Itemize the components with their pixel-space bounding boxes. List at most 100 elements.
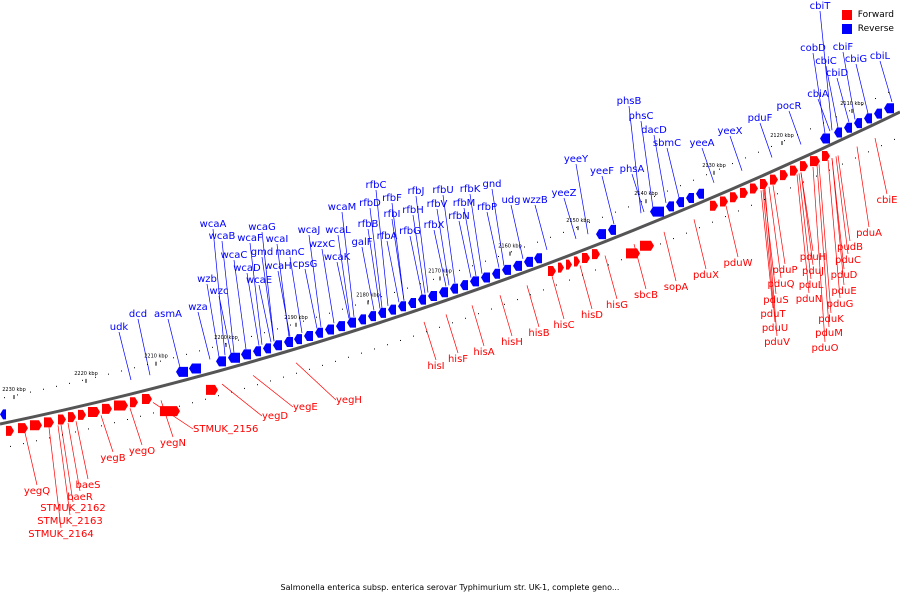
gene-label-sopa[interactable]: sopA: [664, 282, 689, 293]
gene-label-hisd[interactable]: hisD: [581, 310, 603, 321]
gene-label-pdud[interactable]: pduD: [831, 270, 858, 281]
gene-label-udg[interactable]: udg: [501, 195, 520, 206]
reverse-gene-arrow[interactable]: [315, 327, 323, 338]
forward-gene-arrow[interactable]: [566, 259, 572, 270]
gene-label-phsa[interactable]: phsA: [620, 164, 645, 175]
gene-label-pduc[interactable]: pduC: [835, 255, 861, 266]
reverse-gene-arrow[interactable]: [273, 340, 282, 351]
forward-gene-arrow[interactable]: [574, 256, 580, 267]
forward-gene-arrow[interactable]: [130, 397, 138, 408]
gene-label-wzc[interactable]: wzc: [210, 286, 229, 297]
gene-label-pduf[interactable]: pduF: [748, 113, 773, 124]
forward-gene-arrow[interactable]: [822, 151, 830, 162]
gene-label-stmuk-2163[interactable]: STMUK_2163: [37, 516, 102, 527]
gene-label-yegd[interactable]: yegD: [262, 411, 288, 422]
gene-label-cobd[interactable]: cobD: [800, 43, 826, 54]
gene-label-cbit[interactable]: cbiT: [810, 1, 832, 12]
gene-label-stmuk-2162[interactable]: STMUK_2162: [40, 503, 105, 514]
gene-label-pdua[interactable]: pduA: [856, 228, 882, 239]
gene-label-wzb[interactable]: wzb: [197, 274, 217, 285]
gene-label-pduo[interactable]: pduO: [812, 343, 839, 354]
reverse-gene-arrow[interactable]: [450, 283, 458, 294]
gene-label-cbil[interactable]: cbiL: [870, 51, 891, 62]
gene-label-yegq[interactable]: yegQ: [24, 486, 50, 497]
gene-label-cbie[interactable]: cbiE: [877, 195, 898, 206]
gene-arrows[interactable]: [0, 103, 894, 436]
forward-gene-arrow[interactable]: [710, 200, 718, 211]
gene-label-cbig[interactable]: cbiG: [845, 54, 867, 65]
forward-gene-arrow[interactable]: [30, 420, 42, 431]
reverse-gene-arrow[interactable]: [368, 311, 376, 322]
reverse-gene-arrow[interactable]: [696, 188, 704, 199]
gene-label-pdum[interactable]: pduM: [815, 328, 843, 339]
reverse-gene-arrow[interactable]: [608, 224, 616, 235]
gene-label-baes[interactable]: baeS: [76, 480, 101, 491]
forward-gene-arrow[interactable]: [114, 400, 128, 411]
gene-label-pdup[interactable]: pduP: [772, 265, 797, 276]
forward-gene-arrow[interactable]: [160, 406, 180, 417]
reverse-gene-arrow[interactable]: [502, 264, 511, 275]
gene-label-sbcb[interactable]: sbcB: [634, 290, 658, 301]
gene-label-stmuk-2156[interactable]: STMUK_2156: [193, 424, 258, 435]
reverse-gene-arrow[interactable]: [820, 133, 830, 144]
gene-label-rfbf[interactable]: rfbF: [382, 193, 402, 204]
reverse-gene-arrow[interactable]: [534, 253, 542, 264]
forward-gene-arrow[interactable]: [790, 165, 798, 176]
gene-label-stmuk-2164[interactable]: STMUK_2164: [28, 529, 93, 540]
gene-label-cbic[interactable]: cbiC: [815, 56, 837, 67]
gene-label-wzzb[interactable]: wzzB: [522, 195, 548, 206]
forward-gene-arrow[interactable]: [750, 183, 758, 194]
reverse-gene-arrow[interactable]: [388, 304, 396, 315]
reverse-gene-arrow[interactable]: [284, 336, 293, 347]
forward-gene-arrow[interactable]: [770, 174, 778, 185]
gene-label-wcag[interactable]: wcaG: [248, 222, 276, 233]
gene-label-pudb[interactable]: pudB: [837, 242, 863, 253]
forward-gene-arrow[interactable]: [720, 196, 728, 207]
forward-gene-arrow[interactable]: [730, 192, 738, 203]
reverse-gene-arrow[interactable]: [263, 343, 271, 354]
gene-label-wcaf[interactable]: wcaF: [237, 233, 263, 244]
gene-label-yeex[interactable]: yeeX: [717, 126, 742, 137]
forward-gene-arrow[interactable]: [102, 403, 112, 414]
gene-label-asma[interactable]: asmA: [154, 309, 182, 320]
gene-label-hisc[interactable]: hisC: [553, 320, 574, 331]
reverse-gene-arrow[interactable]: [304, 330, 313, 341]
gene-label-wza[interactable]: wza: [188, 302, 208, 313]
gene-label-rfbj[interactable]: rfbJ: [408, 186, 425, 197]
reverse-gene-arrow[interactable]: [666, 201, 674, 212]
gene-label-wzxc[interactable]: wzxC: [309, 239, 335, 250]
gene-label-wcaj[interactable]: wcaJ: [298, 225, 321, 236]
gene-label-wcah[interactable]: wcaH: [264, 261, 291, 272]
gene-label-yegn[interactable]: yegN: [160, 438, 186, 449]
reverse-gene-arrow[interactable]: [189, 363, 201, 374]
gene-label-wcae[interactable]: wcaE: [246, 275, 272, 286]
reverse-gene-arrow[interactable]: [470, 276, 479, 287]
forward-gene-arrow[interactable]: [810, 156, 820, 167]
gene-label-wcam[interactable]: wcaM: [328, 202, 356, 213]
forward-gene-arrow[interactable]: [142, 393, 152, 404]
reverse-gene-arrow[interactable]: [686, 192, 694, 203]
gene-label-wcad[interactable]: wcaD: [233, 263, 261, 274]
forward-gene-arrow[interactable]: [88, 407, 100, 418]
reverse-gene-arrow[interactable]: [492, 268, 500, 279]
gene-label-rfbi[interactable]: rfbI: [384, 209, 401, 220]
reverse-gene-arrow[interactable]: [347, 317, 356, 328]
reverse-gene-arrow[interactable]: [398, 301, 406, 312]
gene-label-wcac[interactable]: wcaC: [221, 250, 248, 261]
gene-label-manc[interactable]: manC: [275, 247, 304, 258]
forward-gene-arrow[interactable]: [740, 187, 748, 198]
gene-label-pduw[interactable]: pduW: [724, 258, 753, 269]
gene-label-wcai[interactable]: wcaI: [266, 234, 289, 245]
gene-label-pduh[interactable]: pduH: [800, 252, 827, 263]
reverse-gene-arrow[interactable]: [460, 280, 468, 291]
gene-label-dcd[interactable]: dcd: [129, 309, 147, 320]
gene-label-rfba[interactable]: rfbA: [377, 231, 398, 242]
reverse-gene-arrow[interactable]: [650, 206, 664, 217]
gene-label-rfbn[interactable]: rfbN: [448, 211, 469, 222]
forward-gene-arrow[interactable]: [780, 170, 788, 181]
gene-label-pduq[interactable]: pduQ: [768, 279, 795, 290]
forward-gene-arrow[interactable]: [558, 262, 564, 273]
reverse-gene-arrow[interactable]: [336, 321, 345, 332]
gene-label-pdut[interactable]: pduT: [760, 309, 786, 320]
gene-label-sbmc[interactable]: sbmC: [653, 138, 681, 149]
